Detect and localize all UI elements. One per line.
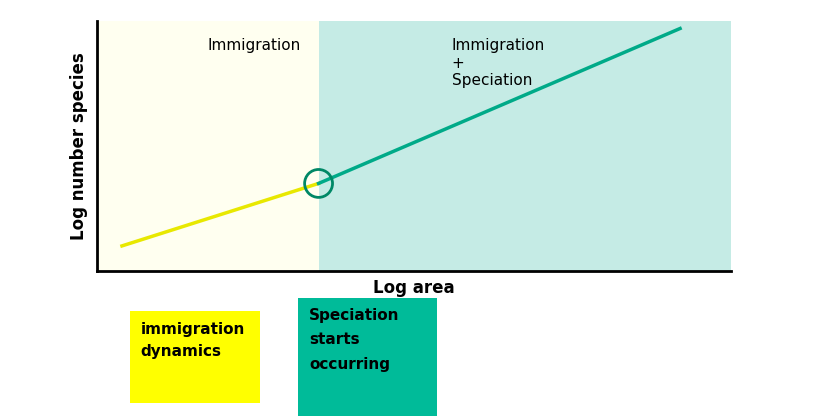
Text: Speciation
starts
occurring: Speciation starts occurring bbox=[309, 307, 400, 372]
Text: immigration
dynamics: immigration dynamics bbox=[140, 322, 245, 359]
Bar bbox=[318, 21, 731, 271]
X-axis label: Log area: Log area bbox=[373, 279, 454, 297]
Y-axis label: Log number species: Log number species bbox=[71, 52, 88, 240]
Bar bbox=[97, 21, 318, 271]
Text: Immigration
+
Speciation: Immigration + Speciation bbox=[452, 39, 545, 88]
Text: Immigration: Immigration bbox=[207, 39, 301, 53]
